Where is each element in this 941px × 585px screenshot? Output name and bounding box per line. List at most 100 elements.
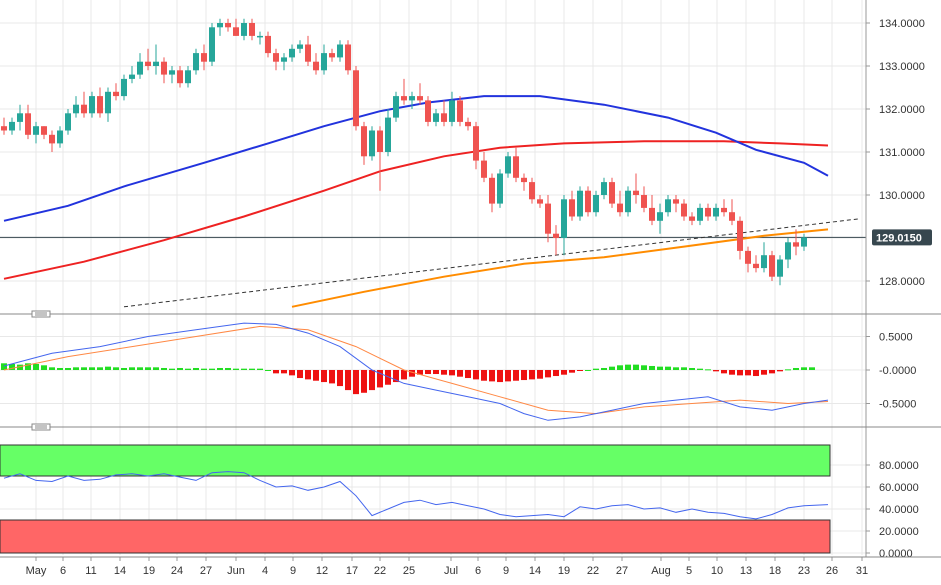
- candle: [377, 126, 383, 191]
- candle: [465, 117, 471, 131]
- candle: [153, 44, 159, 75]
- candle: [49, 130, 55, 152]
- candle: [433, 109, 439, 127]
- macd-line: [3, 322, 829, 421]
- macd-hist-bar: [569, 370, 575, 373]
- macd-hist-bar: [281, 370, 287, 374]
- candle: [353, 66, 359, 131]
- candle: [225, 18, 231, 32]
- price-y-tick: 132.0000: [879, 104, 925, 116]
- macd-hist-bar: [313, 370, 319, 381]
- macd-hist-bar: [529, 370, 535, 380]
- macd-hist-bar: [745, 370, 751, 376]
- candle: [121, 74, 127, 101]
- candle: [329, 48, 335, 62]
- macd-hist-bar: [793, 367, 799, 370]
- macd-hist-bar: [225, 367, 231, 370]
- x-tick-label: 24: [171, 565, 183, 577]
- rsi-y-tick: 40.0000: [879, 504, 919, 516]
- candle: [625, 186, 631, 217]
- macd-hist-bar: [561, 370, 567, 375]
- macd-hist-bar: [105, 366, 111, 370]
- macd-hist-bar: [489, 370, 495, 382]
- candle: [449, 91, 455, 127]
- macd-hist-bar: [649, 365, 655, 370]
- macd-y-tick: -0.0000: [879, 365, 916, 377]
- candle: [297, 40, 303, 54]
- candle: [793, 229, 799, 256]
- candle: [209, 23, 215, 66]
- candle: [721, 199, 727, 217]
- macd-hist-bar: [345, 370, 351, 391]
- macd-hist-bar: [609, 366, 615, 370]
- candle: [641, 186, 647, 213]
- candle: [89, 91, 95, 118]
- candle: [281, 53, 287, 71]
- candle: [385, 109, 391, 157]
- panel-resize-handle[interactable]: [31, 423, 51, 431]
- macd-hist-bar: [697, 368, 703, 370]
- candle: [745, 246, 751, 273]
- candle: [481, 152, 487, 183]
- macd-hist-bar: [769, 370, 775, 374]
- macd-hist-bar: [17, 364, 23, 370]
- macd-hist-bar: [49, 367, 55, 370]
- macd-y-tick: 0.5000: [879, 332, 913, 344]
- macd-hist-bar: [777, 370, 783, 372]
- candle: [705, 203, 711, 221]
- macd-hist-bar: [641, 365, 647, 370]
- macd-hist-bar: [729, 370, 735, 375]
- candle: [657, 203, 663, 234]
- rsi-y-tick: 20.0000: [879, 526, 919, 538]
- candle: [633, 173, 639, 204]
- candle: [649, 195, 655, 226]
- macd-hist-bar: [593, 368, 599, 370]
- macd-hist-bar: [617, 365, 623, 370]
- candle: [65, 109, 71, 135]
- macd-hist-bar: [433, 370, 439, 375]
- macd-hist-bar: [513, 370, 519, 381]
- candle: [425, 96, 431, 127]
- candle: [689, 212, 695, 226]
- candle: [81, 91, 87, 118]
- x-tick-label: 19: [558, 565, 570, 577]
- panel-resize-handle[interactable]: [31, 310, 51, 318]
- candle: [785, 238, 791, 269]
- candle: [529, 177, 535, 204]
- candle: [17, 104, 23, 131]
- price-y-tick: 134.0000: [879, 18, 925, 30]
- macd-hist-bar: [601, 367, 607, 370]
- rsi-panel: 80.0000 60.0000 40.0000 20.0000 0.0000: [0, 444, 919, 560]
- x-tick-label: 31: [856, 565, 868, 577]
- price-y-tick: 130.0000: [879, 190, 925, 202]
- price-y-tick: 131.0000: [879, 147, 925, 159]
- macd-hist-bar: [625, 364, 631, 370]
- macd-hist-bar: [665, 366, 671, 370]
- macd-hist-bar: [297, 370, 303, 379]
- macd-hist-bar: [577, 370, 583, 371]
- macd-hist-bar: [721, 370, 727, 374]
- candle: [457, 96, 463, 127]
- candle: [105, 87, 111, 122]
- candle: [769, 250, 775, 281]
- candle: [233, 18, 239, 36]
- x-tick-label: 9: [290, 565, 296, 577]
- candle: [289, 44, 295, 62]
- macd-hist-bar: [249, 368, 255, 370]
- candle: [249, 18, 255, 41]
- x-axis: May 6 11 14 19 24 27 Jun 4 9 12 17 22 25 Jul 6 9 14 19 22 27…: [26, 557, 868, 577]
- candle: [201, 44, 207, 71]
- macd-hist-bar: [809, 367, 815, 370]
- candle: [545, 195, 551, 243]
- candle: [753, 255, 759, 273]
- macd-hist-bar: [265, 370, 271, 371]
- price-panel: 134.0000 133.0000 132.0000 131.0000 130.0000…: [0, 18, 932, 308]
- candle: [265, 31, 271, 58]
- macd-hist-bar: [257, 368, 263, 370]
- candle: [713, 203, 719, 221]
- x-tick-label: 23: [798, 565, 810, 577]
- sma-fast-line: [3, 95, 829, 222]
- x-tick-label: 6: [60, 565, 66, 577]
- macd-hist-bar: [713, 370, 719, 372]
